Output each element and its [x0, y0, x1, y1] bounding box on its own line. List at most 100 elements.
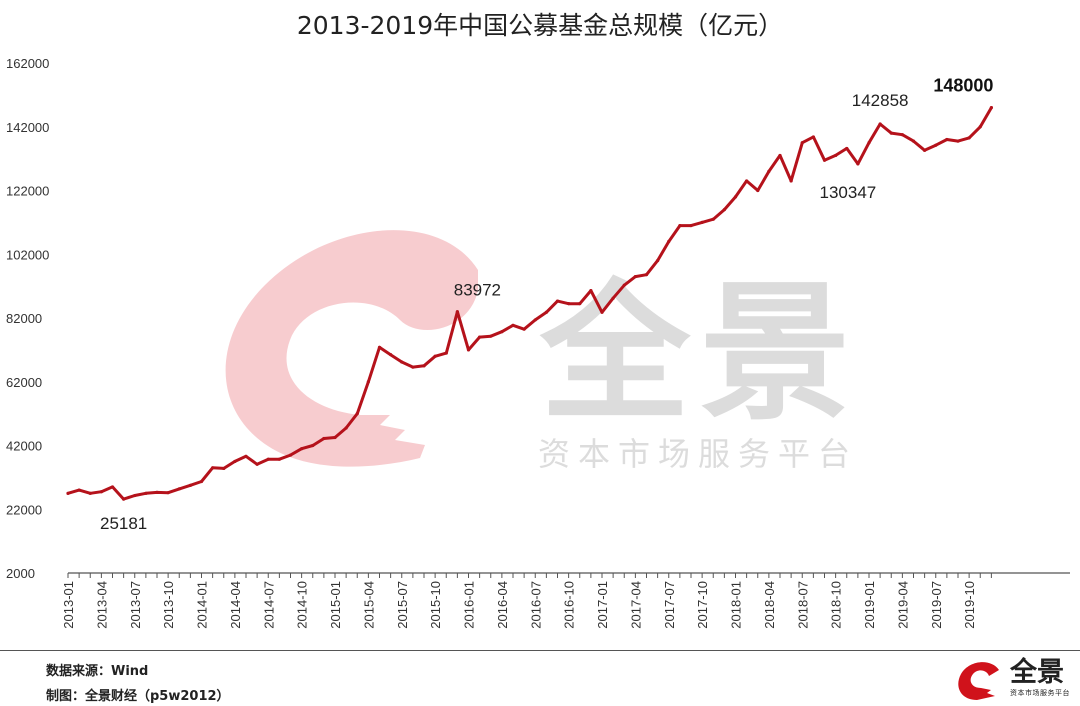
- data-point: [366, 380, 370, 384]
- data-point: [589, 288, 593, 293]
- y-tick-label: 102000: [6, 247, 49, 262]
- x-tick-label: 2013-01: [61, 581, 76, 629]
- data-point: [856, 162, 860, 166]
- data-point: [66, 491, 70, 495]
- data-point: [433, 354, 437, 358]
- data-point: [567, 302, 571, 306]
- data-point: [789, 179, 793, 183]
- data-point: [544, 310, 548, 314]
- data-point: [822, 158, 827, 162]
- data-point: [122, 497, 126, 501]
- data-point: [967, 136, 971, 140]
- y-tick-label: 162000: [6, 56, 49, 71]
- data-point: [689, 223, 693, 228]
- x-tick-label: 2016-10: [562, 581, 577, 629]
- series-layer: [66, 106, 993, 501]
- data-point: [600, 310, 604, 314]
- data-point: [77, 488, 81, 492]
- x-tick-label: 2019-01: [862, 581, 877, 629]
- x-tick-label: 2017-07: [662, 581, 677, 629]
- data-label: 130347: [820, 183, 877, 202]
- data-point: [411, 365, 415, 369]
- series-line: [66, 106, 993, 501]
- data-point: [633, 274, 637, 279]
- source-note: 数据来源：Wind: [46, 664, 149, 679]
- x-tick-label: 2013-04: [94, 581, 109, 629]
- x-tick-label: 2015-01: [328, 581, 343, 629]
- x-tick-label: 2019-10: [962, 581, 977, 629]
- data-point: [177, 487, 181, 491]
- data-point: [478, 335, 482, 339]
- data-point: [711, 217, 715, 221]
- footer-brand-tagline: 资本市场服务平台: [1010, 689, 1070, 697]
- data-point: [756, 188, 760, 193]
- data-point: [288, 453, 293, 457]
- x-tick-label: 2017-01: [595, 581, 610, 629]
- credit-note: 制图：全景财经（p5w2012）: [46, 689, 230, 704]
- x-tick-label: 2019-04: [895, 581, 910, 629]
- y-tick-label: 142000: [6, 120, 49, 135]
- data-point: [900, 133, 904, 137]
- data-point: [500, 330, 504, 334]
- data-point: [722, 208, 726, 212]
- data-point: [233, 459, 237, 464]
- data-point: [489, 334, 493, 338]
- y-tick-label: 2000: [6, 566, 35, 581]
- watermark-brand: 全景: [539, 267, 860, 441]
- data-point: [355, 412, 359, 416]
- data-point: [555, 299, 560, 303]
- data-point: [945, 137, 949, 142]
- data-point: [678, 223, 682, 228]
- data-point: [667, 239, 671, 244]
- x-axis: 2013-01 2013-04 2013-07 2013-10 2014-01 2014-…: [61, 572, 1070, 629]
- x-tick-label: 2017-10: [695, 581, 710, 629]
- x-tick-label: 2014-10: [295, 581, 310, 629]
- data-point: [188, 483, 192, 487]
- y-tick-label: 122000: [6, 184, 49, 199]
- x-tick-label: 2016-04: [495, 581, 510, 629]
- data-point: [133, 493, 137, 498]
- annotation-layer: 25181 83972 142858 130347 148000: [100, 76, 993, 533]
- data-point: [444, 351, 448, 355]
- data-point: [533, 318, 537, 322]
- y-tick-label: 42000: [6, 439, 42, 454]
- data-label: 83972: [454, 281, 501, 300]
- y-axis: 2000 22000 42000 62000 82000 102000 122000 1420…: [6, 56, 49, 581]
- watermark-tagline: 资本市场服务平台: [538, 435, 858, 473]
- x-tick-label: 2017-04: [628, 581, 643, 629]
- data-point: [578, 302, 582, 306]
- data-point: [845, 146, 849, 151]
- footer: 数据来源：Wind 制图：全景财经（p5w2012） 全景 资本市场服务平台: [0, 650, 1080, 706]
- data-point: [455, 310, 459, 314]
- x-tick-label: 2013-10: [161, 581, 176, 629]
- data-label: 148000: [933, 76, 993, 96]
- x-tick-label: 2014-04: [228, 581, 243, 629]
- x-tick-label: 2016-07: [528, 581, 543, 629]
- x-tick-label: 2018-10: [829, 581, 844, 629]
- data-point: [422, 364, 426, 368]
- data-point: [934, 143, 938, 147]
- data-point: [199, 479, 204, 484]
- x-tick-label: 2016-01: [462, 581, 477, 629]
- data-point: [834, 153, 838, 158]
- data-point: [656, 259, 660, 263]
- data-point: [300, 447, 304, 451]
- chart-title: 2013-2019年中国公募基金总规模（亿元）: [296, 11, 784, 40]
- data-point: [244, 454, 248, 458]
- data-point: [277, 457, 281, 461]
- data-point: [889, 131, 893, 135]
- data-point: [611, 296, 615, 300]
- chart-area: 全景 资本市场服务平台 2000 22000 42000 62000 82000 1020…: [6, 56, 1070, 629]
- x-tick-label: 2015-07: [395, 581, 410, 629]
- data-point: [867, 141, 871, 145]
- y-tick-label: 22000: [6, 502, 42, 517]
- data-point: [99, 490, 103, 494]
- x-tick-label: 2015-10: [428, 581, 443, 629]
- x-tick-label: 2014-01: [195, 581, 210, 629]
- data-point: [266, 457, 270, 461]
- data-point: [923, 148, 927, 152]
- data-point: [211, 466, 215, 470]
- watermark-logo-icon: [225, 230, 478, 467]
- data-point: [644, 273, 649, 277]
- data-point: [956, 139, 960, 143]
